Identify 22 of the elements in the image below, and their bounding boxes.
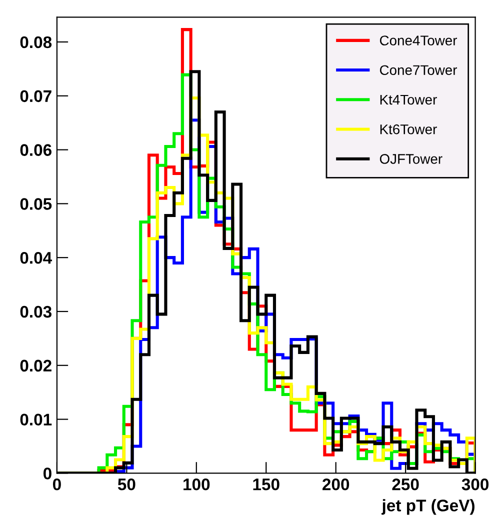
legend-label: Kt4Tower <box>380 94 437 105</box>
x-tick-label: 250 <box>392 478 419 490</box>
x-tick-label: 50 <box>118 478 136 490</box>
y-tick-label: 0.02 <box>20 360 52 372</box>
y-tick-label: 0.07 <box>20 90 52 102</box>
x-tick-label: 100 <box>184 478 210 490</box>
y-tick-label: 0 <box>43 468 52 480</box>
y-tick-label: 0.04 <box>20 252 52 264</box>
y-tick-label: 0.03 <box>20 306 52 318</box>
y-tick-label: 0.08 <box>20 36 52 48</box>
x-axis-title: jet pT (GeV) <box>382 499 474 515</box>
y-tick-label: 0.06 <box>20 144 52 156</box>
legend-label: Cone4Tower <box>380 36 458 46</box>
legend-label: OJFTower <box>380 154 442 164</box>
x-tick-label: 150 <box>253 478 280 490</box>
legend-label: Cone7Tower <box>380 65 458 76</box>
legend-label: Kt6Tower <box>380 124 437 134</box>
y-tick-label: 0.01 <box>20 414 52 426</box>
x-tick-label: 200 <box>322 478 350 490</box>
y-tick-label: 0.05 <box>20 198 52 210</box>
x-tick-label: 0 <box>52 478 61 490</box>
x-tick-label: 300 <box>462 478 489 490</box>
